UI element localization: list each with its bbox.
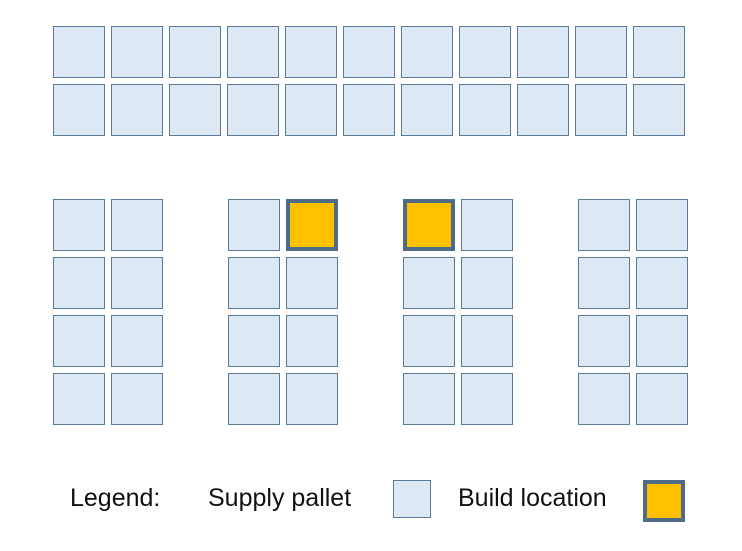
supply-pallet xyxy=(227,84,279,136)
build-location xyxy=(403,199,455,251)
supply-pallet xyxy=(403,315,455,367)
legend: Legend: Supply pallet Build location xyxy=(0,478,742,522)
supply-pallet xyxy=(111,199,163,251)
supply-pallet xyxy=(461,315,513,367)
supply-pallet xyxy=(53,373,105,425)
build-location xyxy=(286,199,338,251)
supply-pallet xyxy=(228,199,280,251)
supply-pallet xyxy=(228,373,280,425)
supply-pallet xyxy=(286,373,338,425)
supply-pallet xyxy=(111,257,163,309)
supply-pallet xyxy=(286,315,338,367)
supply-pallet xyxy=(578,315,630,367)
supply-pallet xyxy=(285,26,337,78)
supply-pallet xyxy=(517,26,569,78)
supply-pallet xyxy=(459,26,511,78)
supply-pallet xyxy=(636,257,688,309)
supply-pallet xyxy=(227,26,279,78)
supply-pallet xyxy=(403,373,455,425)
supply-pallet xyxy=(228,257,280,309)
supply-pallet xyxy=(636,315,688,367)
supply-pallet xyxy=(111,26,163,78)
supply-pallet xyxy=(111,373,163,425)
legend-supply-label: Supply pallet xyxy=(208,484,352,512)
supply-pallet xyxy=(111,84,163,136)
supply-pallet xyxy=(461,257,513,309)
legend-title: Legend: xyxy=(70,484,161,512)
supply-pallet xyxy=(575,84,627,136)
supply-pallet xyxy=(401,26,453,78)
legend-supply-swatch xyxy=(393,480,431,518)
supply-pallet xyxy=(53,84,105,136)
supply-pallet xyxy=(633,84,685,136)
supply-pallet xyxy=(461,199,513,251)
supply-pallet xyxy=(343,26,395,78)
supply-pallet xyxy=(53,26,105,78)
legend-build-swatch xyxy=(643,480,685,522)
supply-pallet xyxy=(461,373,513,425)
supply-pallet xyxy=(517,84,569,136)
supply-pallet xyxy=(53,257,105,309)
supply-pallet xyxy=(401,84,453,136)
supply-pallet xyxy=(111,315,163,367)
supply-pallet xyxy=(228,315,280,367)
supply-pallet xyxy=(636,373,688,425)
supply-pallet xyxy=(53,199,105,251)
supply-pallet xyxy=(285,84,337,136)
supply-pallet xyxy=(169,26,221,78)
supply-pallet xyxy=(578,373,630,425)
supply-pallet xyxy=(53,315,105,367)
supply-pallet xyxy=(578,199,630,251)
supply-pallet xyxy=(578,257,630,309)
supply-pallet xyxy=(343,84,395,136)
supply-pallet xyxy=(169,84,221,136)
supply-pallet xyxy=(636,199,688,251)
legend-build-label: Build location xyxy=(458,484,607,512)
supply-pallet xyxy=(633,26,685,78)
supply-pallet xyxy=(459,84,511,136)
supply-pallet xyxy=(575,26,627,78)
supply-pallet xyxy=(403,257,455,309)
supply-pallet xyxy=(286,257,338,309)
